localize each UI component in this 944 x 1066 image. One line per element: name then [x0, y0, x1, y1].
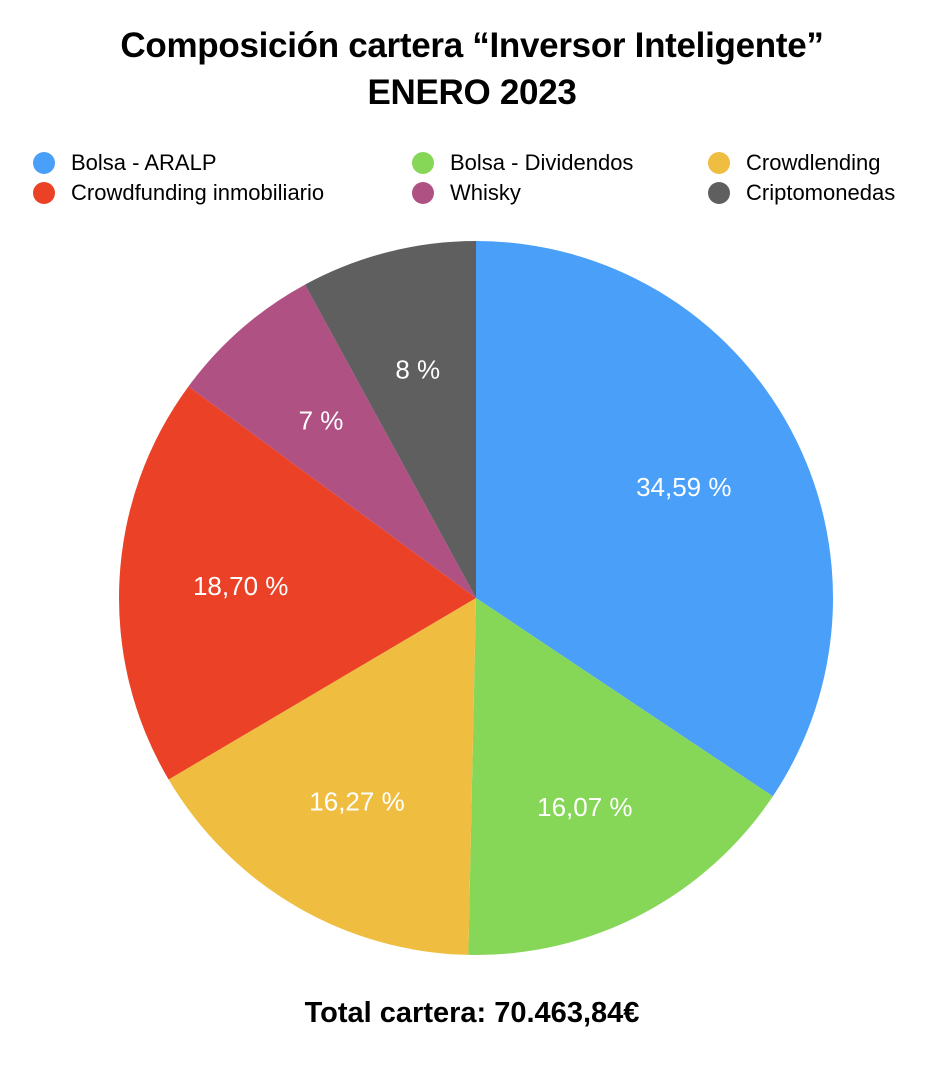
legend-label: Crowdfunding inmobiliario — [71, 180, 325, 205]
chart-legend: Bolsa - ARALP Crowdfunding inmobiliario … — [0, 148, 944, 212]
legend-swatch — [33, 152, 55, 174]
pie-slice-bolsa-aralp — [476, 241, 834, 797]
legend-item-crowdfunding-inmobiliario: Crowdfunding inmobiliario — [33, 178, 324, 208]
pie-slice-label: 16,27 % — [309, 786, 404, 816]
legend-label: Bolsa - Dividendos — [450, 150, 634, 175]
legend-item-criptomonedas: Criptomonedas — [708, 178, 895, 208]
legend-swatch — [412, 182, 434, 204]
pie-slice-crowdfunding-inmobiliario — [119, 386, 476, 780]
legend-swatch — [708, 182, 730, 204]
chart-title-line-2: ENERO 2023 — [367, 73, 577, 112]
pie-slice-label: 8 % — [395, 355, 440, 385]
legend-item-whisky: Whisky — [412, 178, 521, 208]
portfolio-total: Total cartera: 70.463,84€ — [304, 997, 640, 1029]
legend-label: Criptomonedas — [746, 180, 896, 205]
pie-slice-whisky — [188, 284, 476, 598]
pie-slice-bolsa-dividendos — [468, 598, 773, 956]
legend-label: Whisky — [450, 180, 521, 205]
pie-slice-criptomonedas — [304, 241, 476, 598]
legend-item-crowdlending: Crowdlending — [708, 148, 881, 178]
pie-slice-label: 7 % — [299, 406, 344, 436]
pie-slice-label: 18,70 % — [193, 571, 288, 601]
legend-label: Bolsa - ARALP — [71, 150, 217, 175]
legend-swatch — [412, 152, 434, 174]
legend-item-bolsa-dividendos: Bolsa - Dividendos — [412, 148, 633, 178]
pie-slice-crowdlending — [168, 598, 476, 955]
pie-slice-label: 34,59 % — [636, 472, 731, 502]
chart-title-line-1: Composición cartera “Inversor Inteligent… — [120, 26, 824, 65]
legend-label: Crowdlending — [746, 150, 881, 175]
chart-title: Composición cartera “Inversor Inteligent… — [0, 22, 944, 116]
legend-swatch — [33, 182, 55, 204]
legend-swatch — [708, 152, 730, 174]
pie-slice-label: 16,07 % — [537, 792, 632, 822]
legend-item-bolsa-aralp: Bolsa - ARALP — [33, 148, 217, 178]
